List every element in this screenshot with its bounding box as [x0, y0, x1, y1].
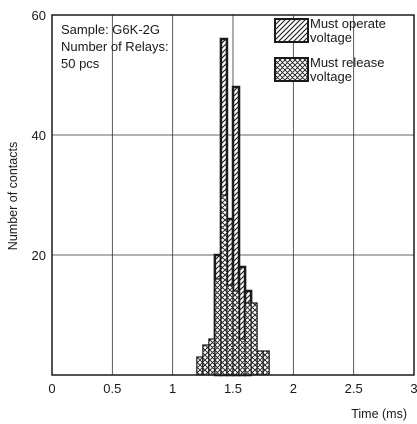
release-bar	[208, 338, 216, 376]
x-tick-label: 1	[169, 381, 176, 396]
sample-annotation: Sample: G6K-2G Number of Relays: 50 pcs	[61, 22, 169, 71]
x-tick-label: 0.5	[103, 381, 121, 396]
release-bar	[202, 344, 210, 376]
release-bar	[220, 194, 228, 376]
release-bar	[196, 356, 204, 376]
annotation-line-1: Sample: G6K-2G	[61, 22, 160, 37]
release-bar	[256, 350, 264, 376]
plot-frame	[51, 14, 415, 376]
tick-labels: 0 0.5 1 1.5 2 2.5 3 20 40 60	[32, 8, 417, 396]
release-bar	[244, 302, 252, 376]
y-tick-label: 60	[32, 8, 46, 23]
annotation-line-2: Number of Relays:	[61, 39, 169, 54]
legend-swatch-operate	[274, 18, 309, 43]
y-axis-title: Number of contacts	[6, 142, 20, 250]
legend-label-operate-1: Must operate	[310, 16, 386, 31]
y-tick-label: 20	[32, 248, 46, 263]
release-bar	[232, 290, 240, 376]
release-bar	[214, 278, 222, 376]
release-bar	[226, 284, 234, 376]
y-tick-label: 40	[32, 128, 46, 143]
legend-swatch-release	[274, 57, 309, 82]
x-axis-title: Time (ms)	[351, 407, 407, 421]
x-tick-label: 2	[290, 381, 297, 396]
x-tick-label: 0	[48, 381, 55, 396]
legend: Must operate voltage Must release voltag…	[274, 16, 386, 84]
x-tick-label: 3	[410, 381, 417, 396]
release-bar	[262, 350, 270, 376]
x-tick-label: 2.5	[345, 381, 363, 396]
release-bar	[238, 338, 246, 376]
legend-label-release-1: Must release	[310, 55, 384, 70]
annotation-line-3: 50 pcs	[61, 56, 100, 71]
legend-label-release-2: voltage	[310, 69, 352, 84]
x-tick-label: 1.5	[224, 381, 242, 396]
legend-label-operate-2: voltage	[310, 30, 352, 45]
release-series-bars	[196, 194, 270, 376]
release-bar	[250, 302, 258, 376]
